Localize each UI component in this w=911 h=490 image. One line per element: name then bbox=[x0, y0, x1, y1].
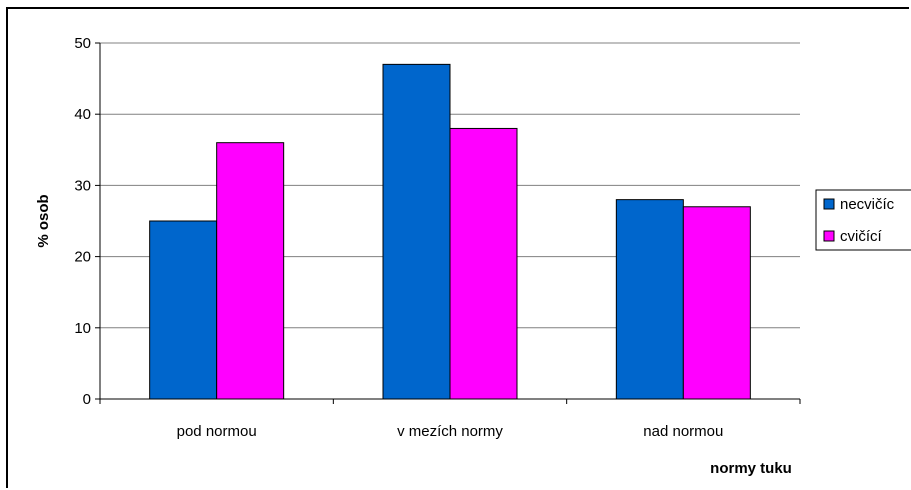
y-tick-label: 20 bbox=[74, 249, 91, 266]
legend-swatch-necvicici bbox=[823, 198, 835, 210]
bar-cvicici-2 bbox=[449, 127, 518, 400]
bar-necvicici-2 bbox=[382, 63, 451, 400]
x-category-label: v mezích normy bbox=[397, 423, 503, 440]
bar-necvicici-1 bbox=[149, 220, 218, 400]
y-tick-label: 50 bbox=[74, 35, 91, 52]
x-category-label: nad normou bbox=[643, 423, 723, 440]
y-tick-labels: 0 10 20 30 40 50 bbox=[74, 35, 100, 408]
y-tick-label: 10 bbox=[74, 320, 91, 337]
x-category-labels: pod normou v mezích normy nad normou bbox=[99, 399, 801, 440]
legend: necvičíc cvičící bbox=[815, 189, 911, 251]
y-tick-label: 30 bbox=[74, 177, 91, 194]
y-tick-label: 0 bbox=[83, 391, 91, 408]
bar-cvicici-1 bbox=[216, 142, 285, 400]
axes bbox=[99, 43, 800, 400]
legend-swatch-cvicici bbox=[823, 230, 835, 242]
legend-label-cvicici: cvičící bbox=[840, 228, 883, 245]
legend-label-necvicici: necvičíc bbox=[840, 196, 895, 213]
y-tick-label: 40 bbox=[74, 106, 91, 123]
x-axis-title: normy tuku bbox=[710, 460, 792, 477]
bar-cvicici-3 bbox=[682, 206, 751, 400]
bar-necvicici-3 bbox=[615, 199, 684, 400]
bars bbox=[149, 63, 751, 400]
y-axis-title: % osob bbox=[35, 194, 52, 247]
x-category-label: pod normou bbox=[177, 423, 257, 440]
